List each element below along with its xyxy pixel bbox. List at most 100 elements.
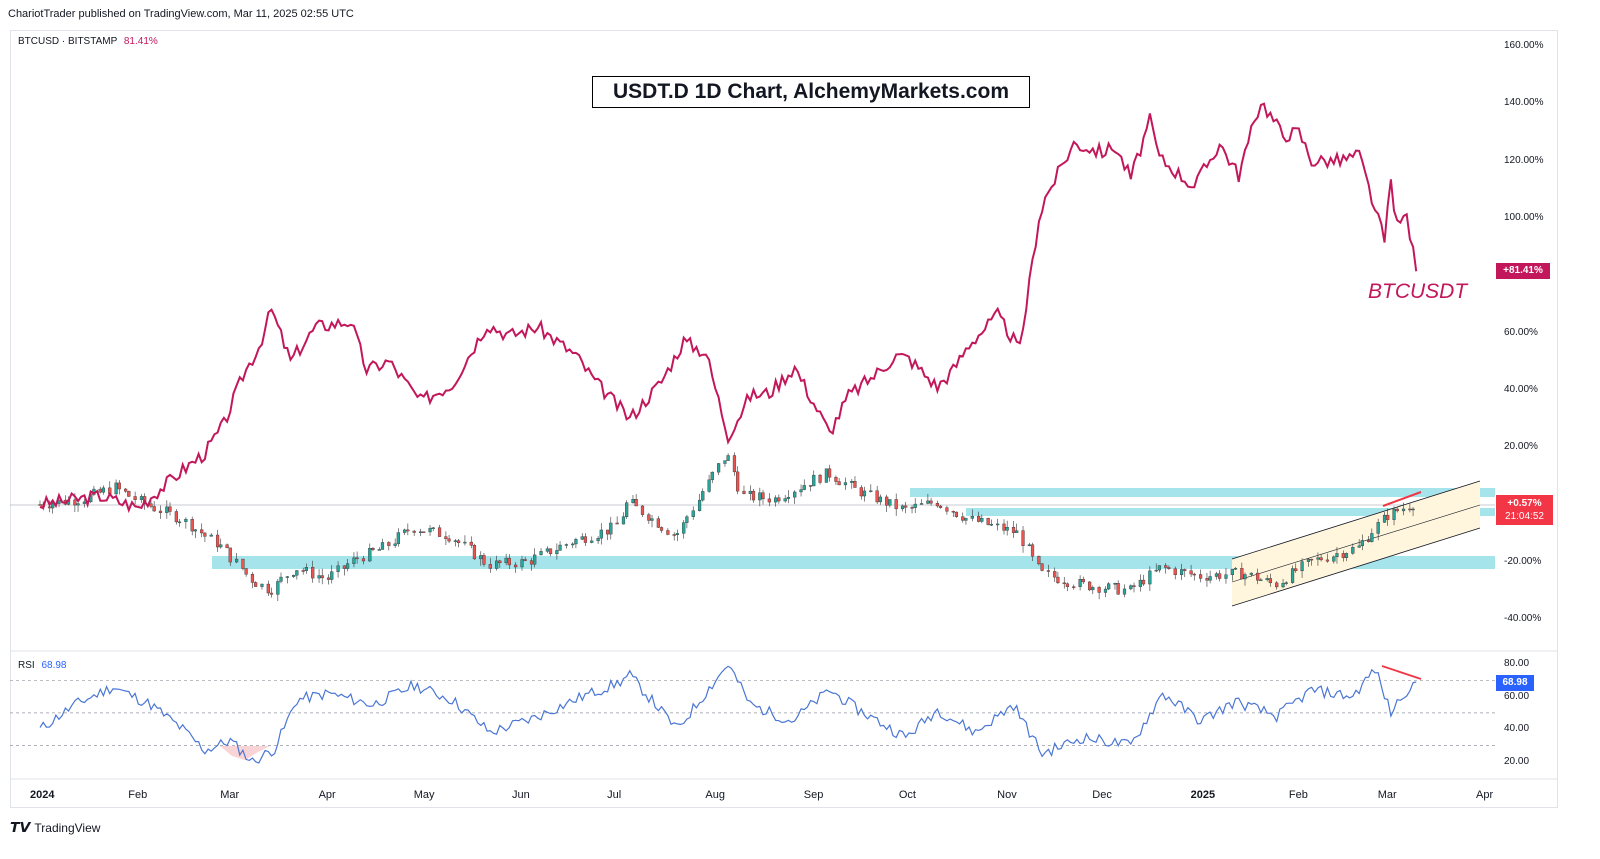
candle-body [625, 502, 629, 517]
candle-body [599, 529, 603, 539]
candle-body [539, 551, 543, 556]
candle-body [336, 565, 340, 572]
rsi-line [39, 665, 1417, 764]
tradingview-logo[interactable]: 𝙏𝙑 TradingView [10, 819, 100, 836]
candle-body [1141, 579, 1146, 585]
candle-body [954, 511, 959, 517]
grid-lines [10, 504, 1558, 780]
candle-body [1113, 583, 1117, 585]
candle-body [799, 489, 803, 493]
candle-body [1341, 553, 1345, 558]
candle-body [767, 498, 771, 503]
candle-body [1335, 553, 1339, 558]
candle-body [1056, 576, 1060, 584]
candle-body [1179, 569, 1184, 576]
candle-body [396, 532, 400, 545]
candle-body [606, 529, 610, 535]
channel-layer [1231, 480, 1481, 607]
candle-body [1062, 582, 1066, 585]
candle-body [710, 471, 714, 481]
tv-brand: TradingView [34, 821, 101, 835]
candle-body [748, 490, 752, 494]
candle-body [1370, 533, 1374, 542]
candle-body [209, 534, 213, 537]
candle-body [1053, 571, 1057, 578]
candle-body [717, 463, 721, 473]
candle-body [368, 548, 372, 562]
x-tick-label: Apr [318, 789, 336, 801]
candle-body [529, 560, 534, 565]
channel-top [1231, 480, 1481, 560]
candle-body [621, 516, 626, 525]
candle-body [431, 527, 435, 529]
candle-body [1199, 574, 1203, 579]
candle-body [114, 482, 118, 495]
rsi-tick-label: 80.00 [1504, 658, 1530, 669]
candle-body [428, 528, 432, 533]
chart-frame [10, 30, 1558, 808]
candle-body [304, 567, 308, 571]
y-tick-label: 140.00% [1504, 97, 1544, 109]
candle-body [808, 485, 813, 487]
candle-body [1078, 579, 1082, 587]
candle-body [564, 544, 568, 546]
channel-bottom [1231, 527, 1481, 607]
x-tick-label: Aug [705, 789, 725, 801]
candle-body [1157, 565, 1161, 571]
candle-body [1218, 573, 1222, 579]
candle-body [827, 468, 832, 478]
candle-body [380, 542, 385, 550]
y-tick-label: 60.00% [1504, 326, 1538, 338]
candle-body [456, 540, 461, 543]
candle-body [615, 522, 619, 525]
x-tick-label: Mar [1377, 789, 1397, 801]
candle-body [675, 533, 679, 535]
candle-body [311, 567, 315, 579]
x-tick-label: Nov [997, 789, 1017, 801]
candle-body [469, 541, 473, 546]
candle-body [1275, 582, 1279, 588]
candle-body [1037, 556, 1041, 565]
candle-body [1386, 514, 1390, 520]
candle-body [190, 518, 194, 532]
candle-body [254, 582, 258, 587]
candle-body [184, 518, 188, 523]
candle-body [1132, 585, 1136, 587]
candle-body [244, 568, 248, 575]
candle-body [685, 516, 689, 523]
candle-body [82, 501, 86, 504]
candle-body [1401, 508, 1406, 512]
candle-body [1097, 587, 1101, 593]
candle-body [412, 530, 416, 533]
x-tick-label: Mar [220, 789, 240, 801]
candle-body [127, 491, 131, 497]
candle-body [1265, 578, 1269, 581]
rsi-oversold-fill [220, 746, 270, 760]
candle-body [1408, 508, 1412, 511]
candle-body [1208, 576, 1212, 581]
main-legend: BTCUSD · BITSTAMP 81.41% [18, 36, 158, 47]
candle-body [1259, 579, 1263, 582]
candle-body [345, 563, 350, 569]
candle-body [1290, 568, 1295, 583]
candle-body [1325, 559, 1330, 562]
x-tick-label: Oct [898, 789, 916, 801]
candle-body [1005, 527, 1009, 531]
candle-body [488, 564, 492, 569]
btc-line-layer [39, 102, 1418, 514]
candle-body [520, 559, 524, 568]
candle-body [875, 490, 879, 503]
candle-body [152, 506, 156, 512]
resistance-zone [910, 488, 1495, 497]
candle-body [1309, 558, 1314, 561]
candle-body [555, 550, 559, 555]
candle-body [479, 555, 483, 560]
candle-body [215, 534, 220, 548]
inner-zone [966, 508, 1495, 516]
candle-body [640, 505, 645, 515]
candle-body [73, 499, 77, 506]
candle-body [1081, 579, 1085, 583]
candle-body [1294, 568, 1298, 572]
candle-body [1011, 527, 1016, 533]
